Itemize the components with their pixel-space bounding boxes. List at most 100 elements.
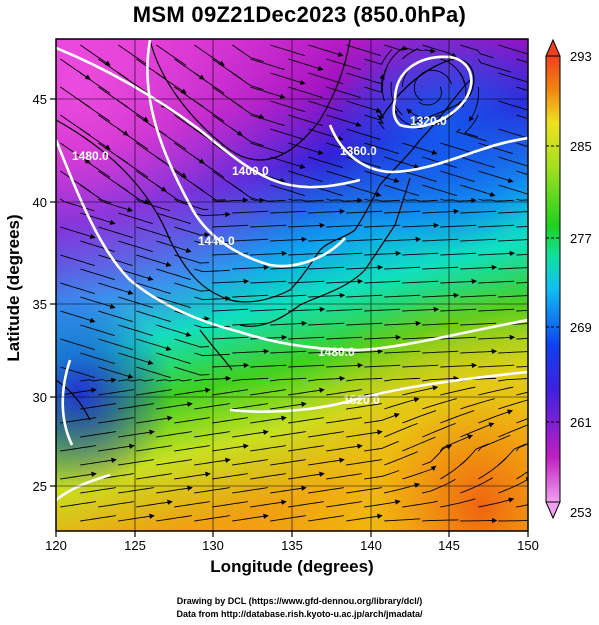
credit-data: Data from http://database.rish.kyoto-u.a… — [176, 609, 423, 619]
streamline — [80, 72, 111, 94]
streamline — [308, 44, 344, 57]
streamline — [270, 266, 307, 270]
streamline — [460, 422, 495, 438]
streamline — [498, 267, 528, 270]
streamline — [194, 457, 231, 466]
streamline — [516, 504, 528, 508]
streamline — [384, 236, 422, 243]
streamline — [232, 377, 269, 382]
streamline — [384, 294, 421, 298]
streamline — [118, 268, 154, 281]
streamline — [80, 268, 115, 281]
contour-1440 — [146, 39, 346, 268]
streamline — [460, 322, 497, 326]
streamline — [364, 198, 400, 202]
streamline — [136, 282, 171, 295]
streamline — [498, 424, 528, 438]
streamline — [402, 336, 439, 340]
streamline — [498, 351, 528, 354]
streamline — [516, 253, 528, 256]
streamline — [270, 236, 308, 243]
streamline — [80, 240, 115, 253]
x-tick-label: 150 — [517, 538, 539, 553]
streamline — [308, 431, 344, 438]
streamline — [174, 254, 210, 264]
streamline — [364, 364, 401, 368]
streamline — [515, 443, 528, 452]
streamline — [174, 226, 210, 238]
streamline — [288, 170, 323, 183]
streamline — [270, 459, 306, 466]
streamline — [250, 142, 285, 155]
streamline — [288, 58, 324, 71]
streamline — [516, 198, 528, 201]
streamline — [288, 445, 324, 452]
streamline — [440, 410, 475, 424]
streamline — [402, 364, 439, 368]
streamline — [498, 72, 528, 85]
streamline — [174, 366, 210, 376]
streamline — [194, 515, 230, 522]
streamline — [232, 429, 269, 438]
streamline — [288, 198, 324, 202]
streamline — [308, 487, 344, 494]
streamline — [439, 434, 474, 452]
streamline — [346, 487, 382, 494]
streamline — [98, 417, 134, 424]
streamline — [80, 212, 116, 225]
streamline — [250, 224, 287, 228]
streamline — [308, 457, 345, 466]
streamline — [270, 128, 305, 141]
gridlines — [56, 39, 528, 531]
streamline — [136, 338, 172, 351]
streamline — [118, 429, 155, 438]
streamline — [440, 197, 477, 204]
streamline — [212, 224, 249, 228]
streamline — [270, 515, 306, 522]
contour-label: 1360.0 — [340, 144, 377, 158]
streamline — [478, 224, 515, 228]
streamline — [516, 142, 528, 148]
streamline — [212, 197, 249, 203]
streamline — [118, 379, 154, 382]
streamline — [250, 58, 285, 71]
streamline — [80, 377, 117, 383]
streamline — [460, 210, 497, 214]
streamline — [308, 375, 346, 382]
streamline — [212, 417, 248, 424]
streamline — [478, 386, 514, 396]
streamline — [60, 471, 97, 480]
streamline — [308, 350, 345, 354]
contour-label: 1400.0 — [232, 164, 269, 178]
x-tick-label: 145 — [438, 538, 460, 553]
streamline — [250, 280, 287, 284]
streamline — [498, 100, 528, 111]
contour-label: 1480.0 — [318, 345, 355, 359]
streamline — [402, 252, 439, 256]
streamline — [422, 478, 456, 494]
y-axis-label: Latitude (degrees) — [4, 214, 23, 362]
streamline — [460, 517, 498, 524]
streamline — [156, 212, 191, 225]
streamline — [516, 471, 528, 480]
credit-drawing: Drawing by DCL (https://www.gfd-dennou.o… — [176, 596, 423, 606]
streamline — [402, 306, 440, 313]
streamline — [418, 86, 442, 106]
streamline — [156, 72, 187, 94]
streamline — [118, 403, 154, 410]
streamline — [364, 499, 401, 508]
streamline — [194, 295, 231, 302]
streamline — [194, 375, 232, 382]
streamline — [346, 403, 382, 410]
streamline — [478, 456, 508, 480]
streamline — [118, 459, 154, 466]
streamline — [384, 320, 422, 327]
streamline — [440, 252, 477, 256]
streamline — [98, 282, 134, 295]
streamline — [516, 86, 528, 92]
streamline — [422, 519, 459, 522]
streamline — [364, 334, 402, 341]
streamline — [440, 456, 470, 480]
streamline — [250, 473, 286, 480]
streamline — [250, 114, 285, 127]
